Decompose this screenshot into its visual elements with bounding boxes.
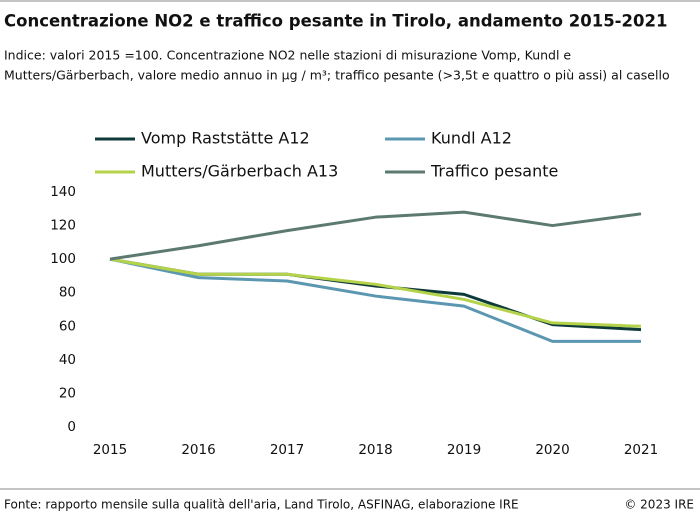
y-tick-label: 100 [50,251,76,267]
x-tick-label: 2019 [447,442,481,458]
series-line [109,257,642,332]
y-tick-label: 40 [59,352,76,368]
x-tick-label: 2020 [535,442,569,458]
series-line [109,210,642,261]
x-tick-label: 2016 [181,442,215,458]
chart-title: Concentrazione NO2 e traffico pesante in… [4,12,667,31]
x-tick-label: 2021 [624,442,658,458]
legend-label: Vomp Raststätte A12 [141,129,310,148]
y-tick-label: 80 [59,285,76,301]
y-tick-label: 0 [67,419,76,435]
series-line [109,257,642,328]
y-tick-label: 140 [50,184,76,200]
x-tick-label: 2017 [270,442,304,458]
y-tick-label: 20 [59,385,76,401]
legend-label: Traffico pesante [430,162,558,181]
y-tick-label: 60 [59,318,76,334]
x-tick-label: 2018 [358,442,392,458]
source: Fonte: rapporto mensile sulla qualità de… [4,498,519,512]
copyright: © 2023 IRE [624,498,694,512]
subtitle: Indice: valori 2015 =100. Concentrazione… [4,48,571,63]
y-tick-label: 120 [50,218,76,234]
legend-label: Kundl A12 [431,129,512,148]
legend-label: Mutters/Gärberbach A13 [141,162,338,181]
series-line [109,257,641,343]
subtitle: Mutters/Gärberbach, valore medio annuo i… [4,68,670,83]
x-tick-label: 2015 [93,442,127,458]
